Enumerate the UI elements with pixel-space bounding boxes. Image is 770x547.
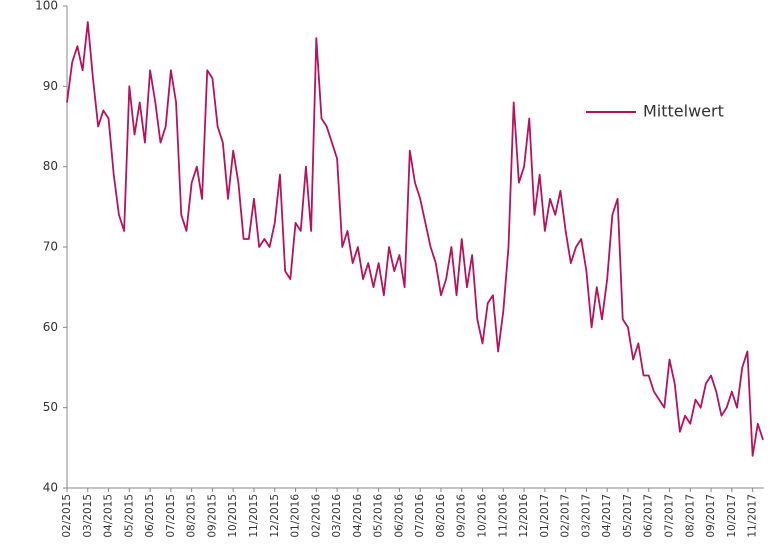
x-tick-label: 12/2016 <box>518 494 530 538</box>
x-tick-label: 12/2015 <box>269 494 281 538</box>
x-tick-label: 06/2017 <box>643 494 655 538</box>
x-tick-label: 05/2015 <box>123 494 135 538</box>
x-tick-label: 09/2015 <box>206 494 218 538</box>
x-tick-label: 11/2017 <box>747 494 759 538</box>
y-tick-label: 40 <box>43 481 58 495</box>
x-tick-label: 07/2016 <box>414 494 426 538</box>
x-tick-label: 01/2016 <box>290 494 302 538</box>
x-tick-label: 03/2015 <box>82 494 94 538</box>
x-tick-label: 07/2015 <box>165 494 177 538</box>
x-tick-label: 04/2016 <box>352 494 364 538</box>
legend-label: Mittelwert <box>643 102 724 121</box>
y-tick-label: 70 <box>43 240 58 254</box>
y-tick-label: 50 <box>43 400 58 414</box>
series-line <box>66 21 764 457</box>
x-tick-label: 09/2017 <box>705 494 717 538</box>
x-tick-label: 05/2017 <box>622 494 634 538</box>
x-tick-label: 06/2015 <box>144 494 156 538</box>
x-tick-label: 11/2015 <box>248 494 260 538</box>
x-tick-label: 09/2016 <box>456 494 468 538</box>
x-tick-label: 02/2017 <box>560 494 572 538</box>
x-tick-label: 10/2015 <box>227 494 239 538</box>
x-tick-label: 06/2016 <box>393 494 405 538</box>
x-tick-label: 11/2016 <box>497 494 509 538</box>
x-tick-label: 02/2015 <box>61 494 73 538</box>
x-tick-label: 04/2017 <box>601 494 613 538</box>
x-tick-label: 05/2016 <box>373 494 385 538</box>
y-tick-label: 90 <box>43 79 58 93</box>
x-tick-label: 04/2015 <box>103 494 115 538</box>
y-tick-label: 60 <box>43 320 58 334</box>
x-tick-label: 01/2017 <box>539 494 551 538</box>
x-tick-label: 02/2016 <box>310 494 322 538</box>
x-tick-label: 03/2016 <box>331 494 343 538</box>
x-tick-label: 07/2017 <box>664 494 676 538</box>
x-tick-label: 08/2015 <box>186 494 198 538</box>
y-tick-label: 80 <box>43 159 58 173</box>
y-tick-label: 100 <box>35 0 58 13</box>
x-tick-label: 08/2017 <box>684 494 696 538</box>
x-tick-label: 10/2016 <box>477 494 489 538</box>
x-tick-label: 08/2016 <box>435 494 447 538</box>
x-tick-label: 10/2017 <box>726 494 738 538</box>
x-tick-label: 03/2017 <box>580 494 592 538</box>
